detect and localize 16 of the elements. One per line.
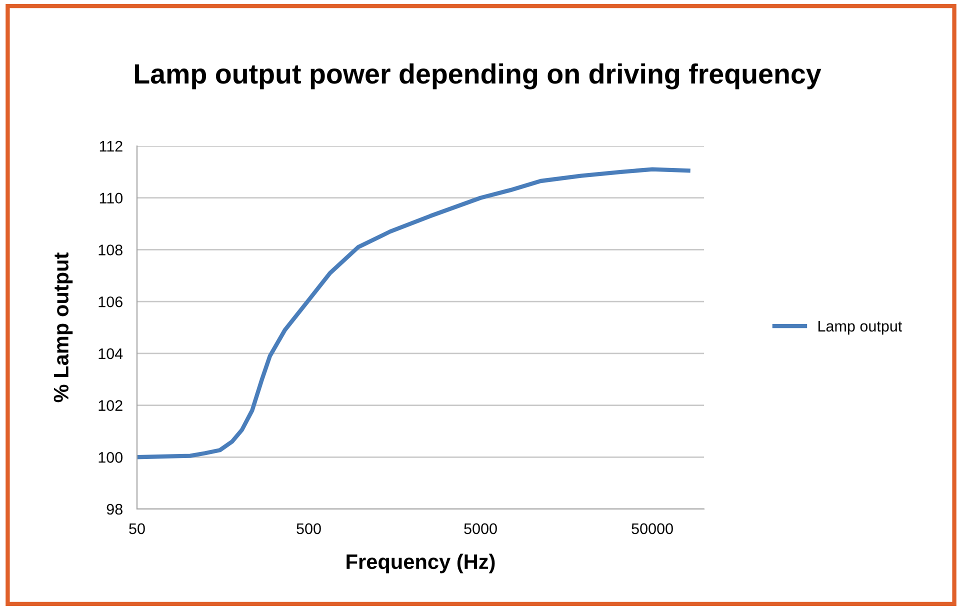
y-tick-label: 104: [98, 348, 123, 360]
chart-title: Lamp output power depending on driving frequency: [134, 63, 822, 90]
y-tick-label: 110: [100, 192, 123, 204]
x-tick-label: 500: [296, 523, 321, 534]
y-tick-label: 106: [98, 296, 122, 308]
y-tick-label: 112: [100, 140, 122, 152]
y-tick-label: 108: [98, 244, 122, 256]
y-tick-label: 100: [98, 452, 123, 463]
x-tick-label: 5000: [464, 523, 497, 534]
legend-label: Lamp output: [818, 320, 902, 335]
y-axis-title: % Lamp output: [54, 252, 73, 402]
x-tick-label: 50: [129, 523, 145, 534]
x-tick-label: 50000: [632, 523, 673, 534]
y-tick-label: 102: [98, 400, 122, 411]
y-tick-label: 98: [106, 504, 122, 515]
x-axis-title: Frequency (Hz): [346, 554, 495, 574]
